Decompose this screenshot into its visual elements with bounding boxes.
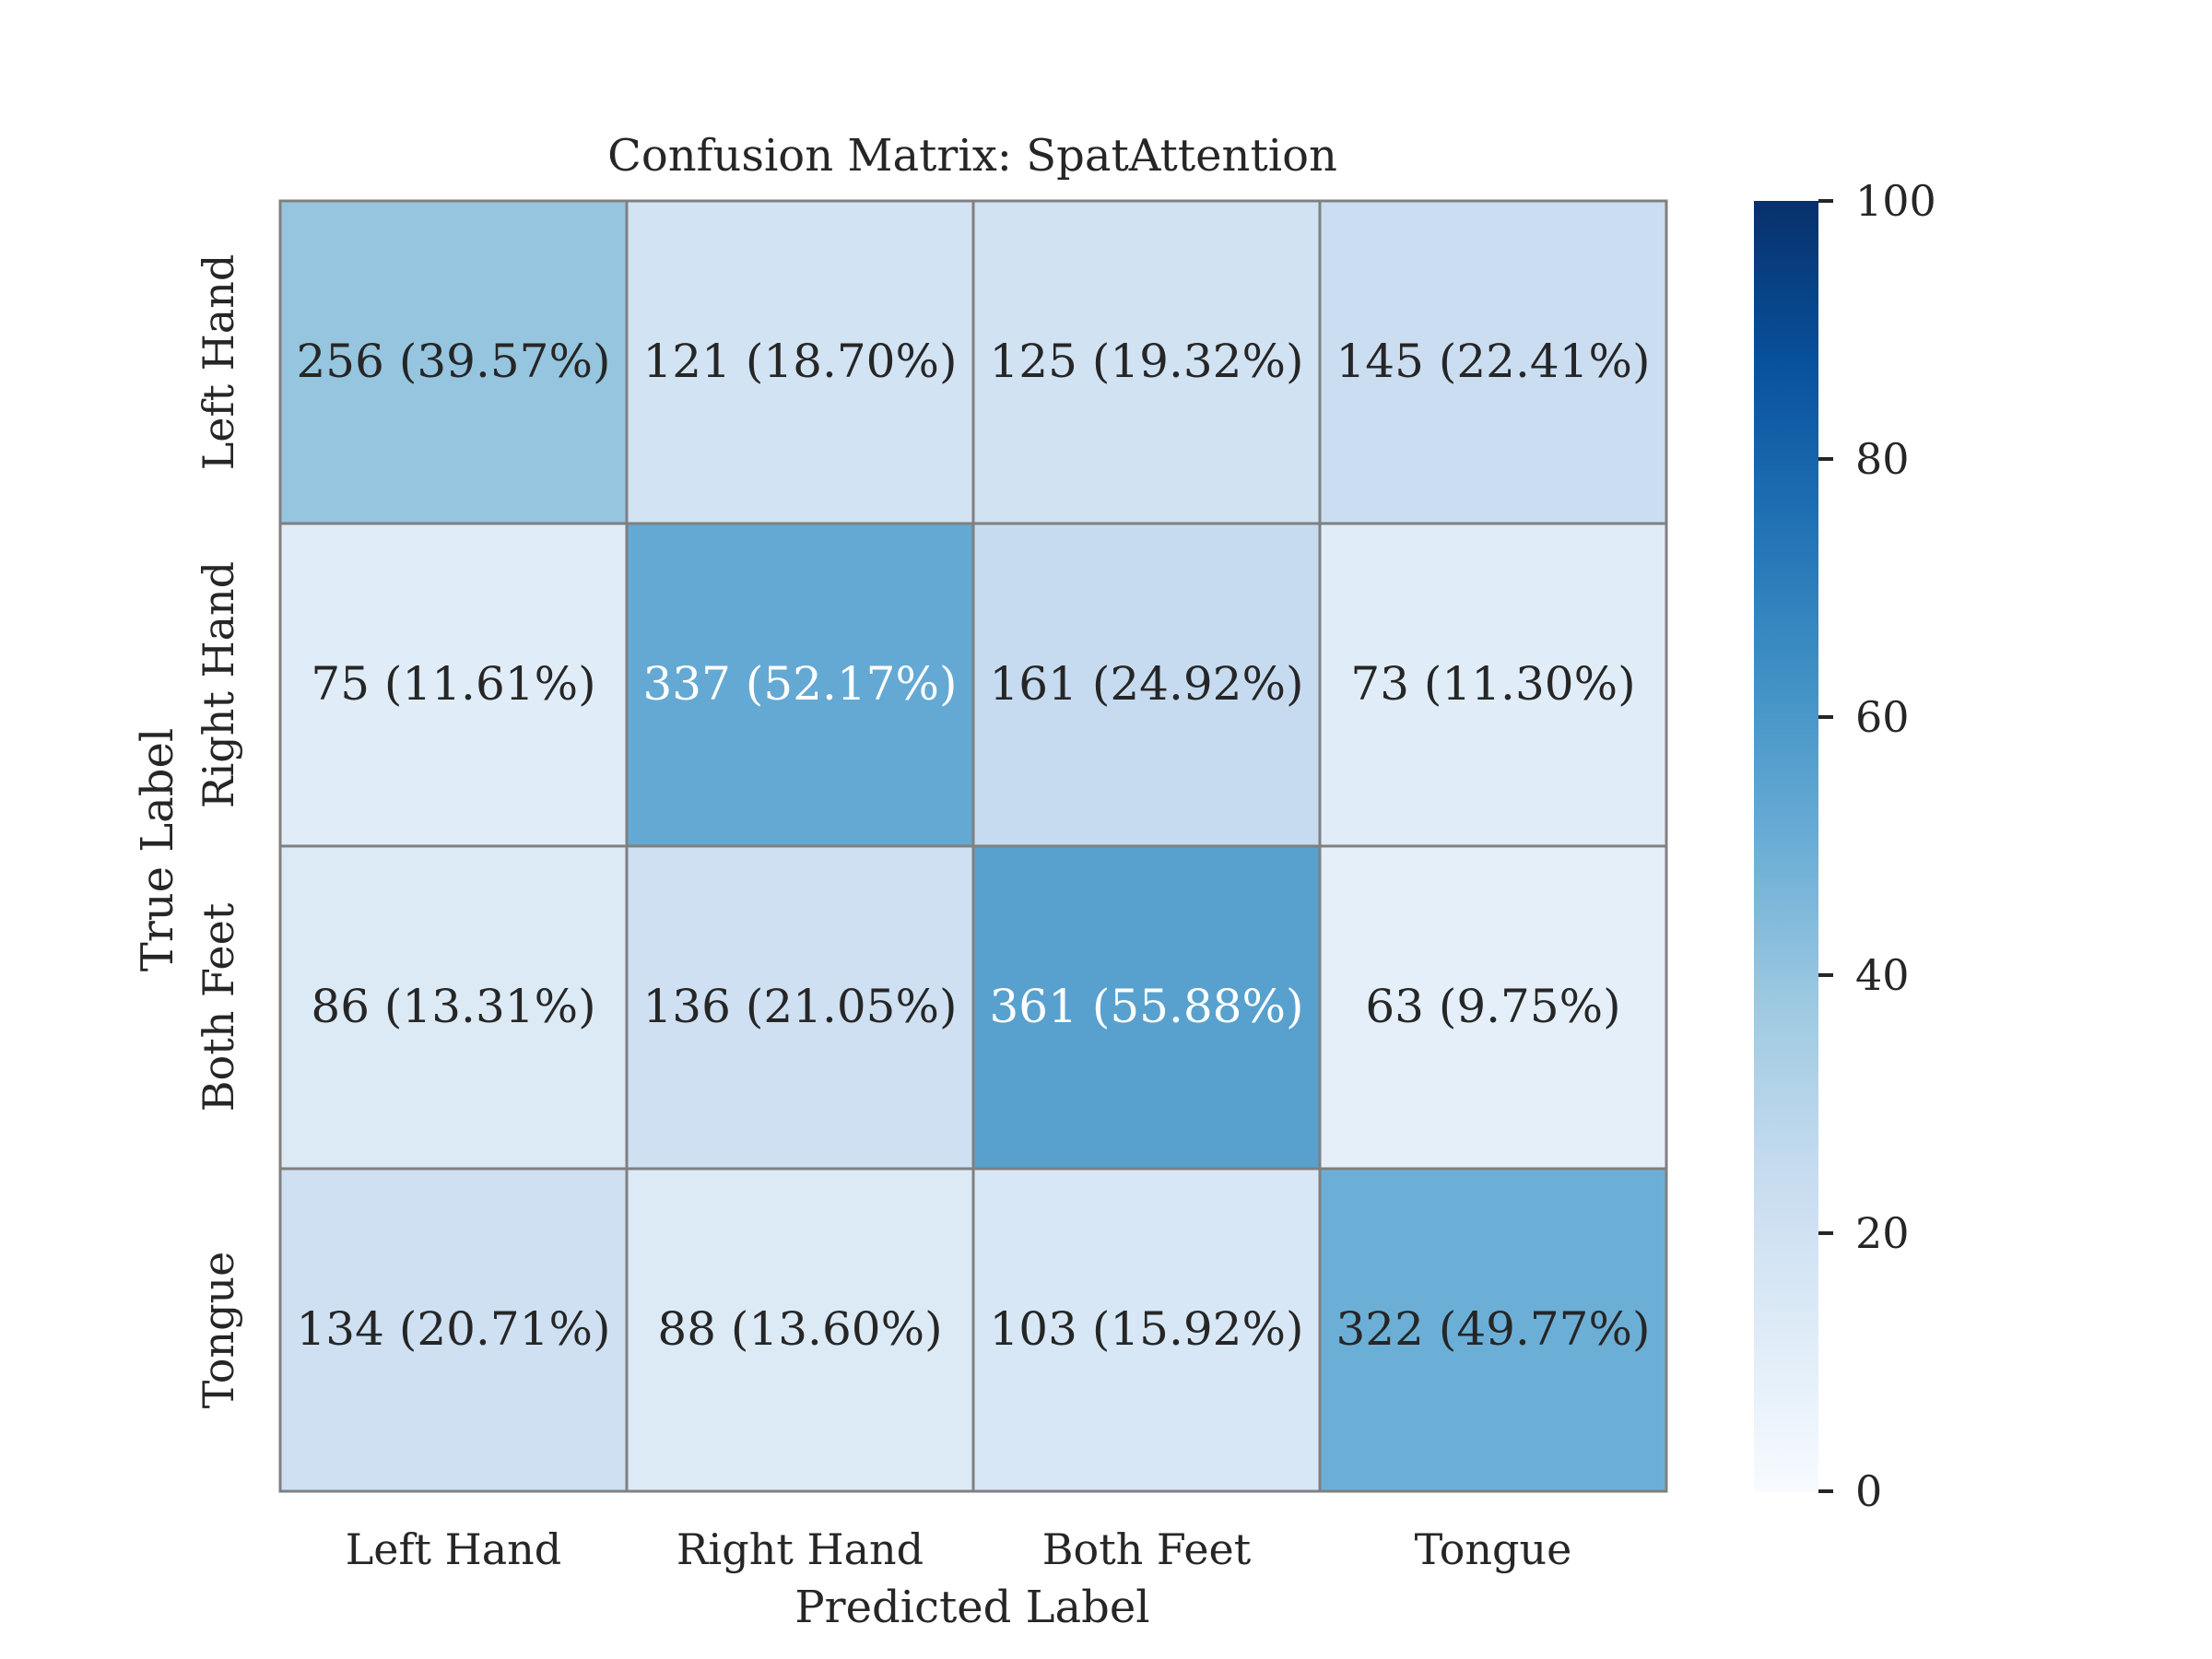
heatmap-cell	[278, 1167, 629, 1493]
x-tick-label: Both Feet	[1042, 1524, 1252, 1574]
colorbar-tick-label: 60	[1855, 692, 1910, 742]
heatmap-cell	[625, 1167, 975, 1493]
heatmap-cell	[971, 199, 1322, 525]
y-axis-label: True Label	[132, 728, 183, 972]
cell-label: 63 (9.75%)	[1365, 980, 1620, 1033]
colorbar-ticks: 0 20 40 60 80 100	[1818, 176, 1936, 1516]
x-tick-labels: Left Hand Right Hand Both Feet Tongue	[346, 1524, 1572, 1574]
heatmap-cell	[971, 1167, 1322, 1493]
heatmap-cell-labels: 256 (39.57%) 121 (18.70%) 125 (19.32%) 145 …	[297, 335, 1651, 1356]
cell-label: 75 (11.61%)	[311, 657, 595, 711]
y-tick-label: Right Hand	[194, 561, 243, 808]
colorbar-tick-label: 100	[1855, 176, 1936, 226]
x-axis-label: Predicted Label	[794, 1582, 1149, 1633]
cell-label: 73 (11.30%)	[1350, 657, 1635, 711]
x-tick-label: Right Hand	[677, 1524, 924, 1574]
heatmap-cell	[625, 844, 975, 1171]
heatmap-cell	[625, 522, 975, 848]
colorbar-tick-label: 0	[1855, 1466, 1882, 1516]
heatmap-cell	[1318, 844, 1668, 1171]
cell-label: 161 (24.92%)	[990, 657, 1304, 711]
chart-title: Confusion Matrix: SpatAttention	[607, 130, 1337, 182]
cell-label: 86 (13.31%)	[311, 980, 595, 1033]
y-tick-label: Both Feet	[194, 902, 243, 1112]
x-tick-label: Left Hand	[346, 1524, 562, 1574]
colorbar-tick-label: 20	[1855, 1208, 1910, 1258]
heatmap-cell	[278, 199, 629, 525]
cell-label: 134 (20.71%)	[297, 1302, 611, 1356]
colorbar-tick-label: 40	[1855, 950, 1910, 1000]
heatmap-cell	[1318, 199, 1668, 525]
y-tick-labels: Left Hand Right Hand Both Feet Tongue	[194, 254, 243, 1409]
cell-label: 125 (19.32%)	[990, 335, 1304, 388]
cell-label: 121 (18.70%)	[643, 335, 958, 388]
cell-label: 337 (52.17%)	[643, 657, 958, 711]
cell-label: 145 (22.41%)	[1336, 335, 1651, 388]
x-tick-label: Tongue	[1415, 1524, 1572, 1574]
cell-label: 88 (13.60%)	[657, 1302, 942, 1356]
cell-label: 136 (21.05%)	[643, 980, 958, 1033]
heatmap-cell	[1318, 522, 1668, 848]
heatmap-cells	[278, 199, 1668, 1493]
colorbar-tick-label: 80	[1855, 434, 1910, 484]
y-tick-label: Left Hand	[194, 254, 243, 471]
heatmap-cell	[625, 199, 975, 525]
heatmap-cell	[278, 522, 629, 848]
cell-label: 256 (39.57%)	[297, 335, 611, 388]
heatmap-cell	[1318, 1167, 1668, 1493]
cell-label: 103 (15.92%)	[990, 1302, 1304, 1356]
cell-label: 361 (55.88%)	[990, 980, 1304, 1033]
colorbar	[1754, 201, 1818, 1491]
cell-label: 322 (49.77%)	[1336, 1302, 1651, 1356]
y-tick-label: Tongue	[194, 1252, 243, 1409]
